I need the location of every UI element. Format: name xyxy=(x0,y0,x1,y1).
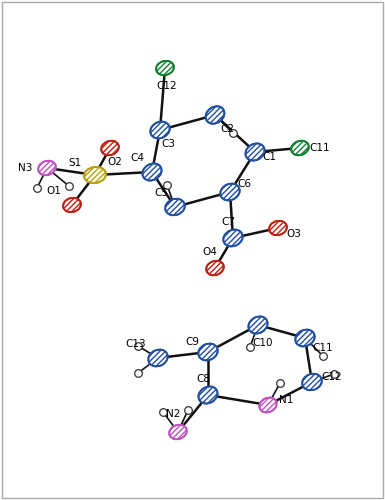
Ellipse shape xyxy=(269,221,287,235)
Ellipse shape xyxy=(142,164,162,180)
Ellipse shape xyxy=(259,398,277,412)
Ellipse shape xyxy=(198,344,218,360)
Ellipse shape xyxy=(63,198,81,212)
Ellipse shape xyxy=(248,316,268,334)
Ellipse shape xyxy=(101,140,119,156)
Ellipse shape xyxy=(206,106,224,124)
Text: O1: O1 xyxy=(47,186,62,196)
Ellipse shape xyxy=(156,61,174,75)
Ellipse shape xyxy=(148,350,168,366)
Ellipse shape xyxy=(223,230,243,246)
Ellipse shape xyxy=(165,198,185,216)
Text: C7: C7 xyxy=(221,217,235,227)
Text: N2: N2 xyxy=(166,409,180,419)
Text: O4: O4 xyxy=(203,247,218,257)
Text: C1: C1 xyxy=(262,152,276,162)
Text: C3: C3 xyxy=(161,139,175,149)
Text: O3: O3 xyxy=(286,229,301,239)
Text: C9: C9 xyxy=(185,337,199,347)
Text: C13: C13 xyxy=(126,339,146,349)
Text: N3: N3 xyxy=(18,163,32,173)
Text: N1: N1 xyxy=(279,395,293,405)
Text: C12: C12 xyxy=(322,372,342,382)
Text: C4: C4 xyxy=(130,153,144,163)
Text: C12: C12 xyxy=(157,81,177,91)
Ellipse shape xyxy=(295,330,315,346)
Text: C10: C10 xyxy=(253,338,273,348)
Text: C2: C2 xyxy=(220,124,234,134)
Ellipse shape xyxy=(150,122,170,138)
Ellipse shape xyxy=(38,160,56,176)
Text: C8: C8 xyxy=(196,374,210,384)
Text: C6: C6 xyxy=(237,179,251,189)
Ellipse shape xyxy=(246,144,264,160)
Text: C11: C11 xyxy=(313,343,333,353)
Ellipse shape xyxy=(84,167,106,183)
Ellipse shape xyxy=(206,260,224,276)
Text: C11: C11 xyxy=(310,143,330,153)
Ellipse shape xyxy=(291,140,309,156)
Ellipse shape xyxy=(169,424,187,440)
Ellipse shape xyxy=(220,184,240,200)
Ellipse shape xyxy=(302,374,322,390)
Ellipse shape xyxy=(198,386,218,404)
Text: O2: O2 xyxy=(107,157,122,167)
Text: C5: C5 xyxy=(154,188,168,198)
Text: S1: S1 xyxy=(69,158,82,168)
